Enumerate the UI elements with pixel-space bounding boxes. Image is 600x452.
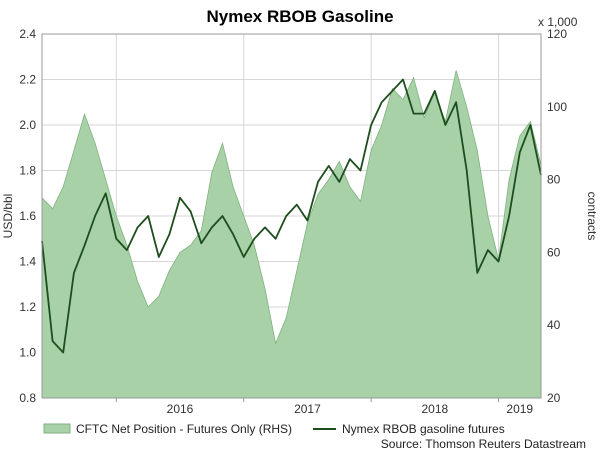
x-tick-label: 2017 (294, 402, 321, 416)
left-tick-label: 2.0 (19, 118, 36, 132)
right-axis-multiplier: x 1,000 (538, 15, 578, 29)
legend-label-area: CFTC Net Position - Futures Only (RHS) (76, 422, 292, 436)
right-tick-label: 60 (547, 245, 561, 259)
right-tick-label: 80 (547, 173, 561, 187)
left-tick-label: 0.8 (19, 391, 36, 405)
left-tick-label: 1.8 (19, 164, 36, 178)
legend-swatch-area (43, 423, 71, 434)
x-tick-label: 2016 (167, 402, 194, 416)
right-axis-ticks: 20 40 60 80 100 120 (547, 27, 567, 405)
left-axis-ticks: 0.8 1.0 1.2 1.4 1.6 1.8 2.0 2.2 2.4 (19, 27, 36, 405)
x-tick-label: 2019 (506, 402, 533, 416)
legend: CFTC Net Position - Futures Only (RHS) N… (43, 422, 505, 436)
x-axis-ticks: 2016 2017 2018 2019 (115, 398, 533, 416)
line-series (41, 78, 542, 354)
right-tick-label: 120 (547, 27, 567, 41)
left-tick-label: 2.2 (19, 73, 36, 87)
left-tick-label: 1.0 (19, 346, 36, 360)
right-tick-label: 40 (547, 318, 561, 332)
left-axis-label: USD/bbl (1, 194, 15, 239)
legend-label-line: Nymex RBOB gasoline futures (342, 422, 505, 436)
chart-title: Nymex RBOB Gasoline (206, 7, 393, 26)
line-series-rbob-futures (41, 78, 542, 354)
left-tick-label: 1.4 (19, 255, 36, 269)
area-series (41, 70, 542, 399)
right-tick-label: 20 (547, 391, 561, 405)
left-tick-label: 1.6 (19, 209, 36, 223)
left-tick-label: 1.2 (19, 300, 36, 314)
source-note: Source: Thomson Reuters Datastream (381, 437, 586, 451)
area-series-net-position (41, 70, 542, 399)
left-tick-label: 2.4 (19, 27, 36, 41)
plot-frame (41, 33, 542, 399)
right-tick-label: 100 (547, 100, 567, 114)
x-tick-label: 2018 (421, 402, 448, 416)
right-axis-label: contracts (585, 192, 599, 241)
